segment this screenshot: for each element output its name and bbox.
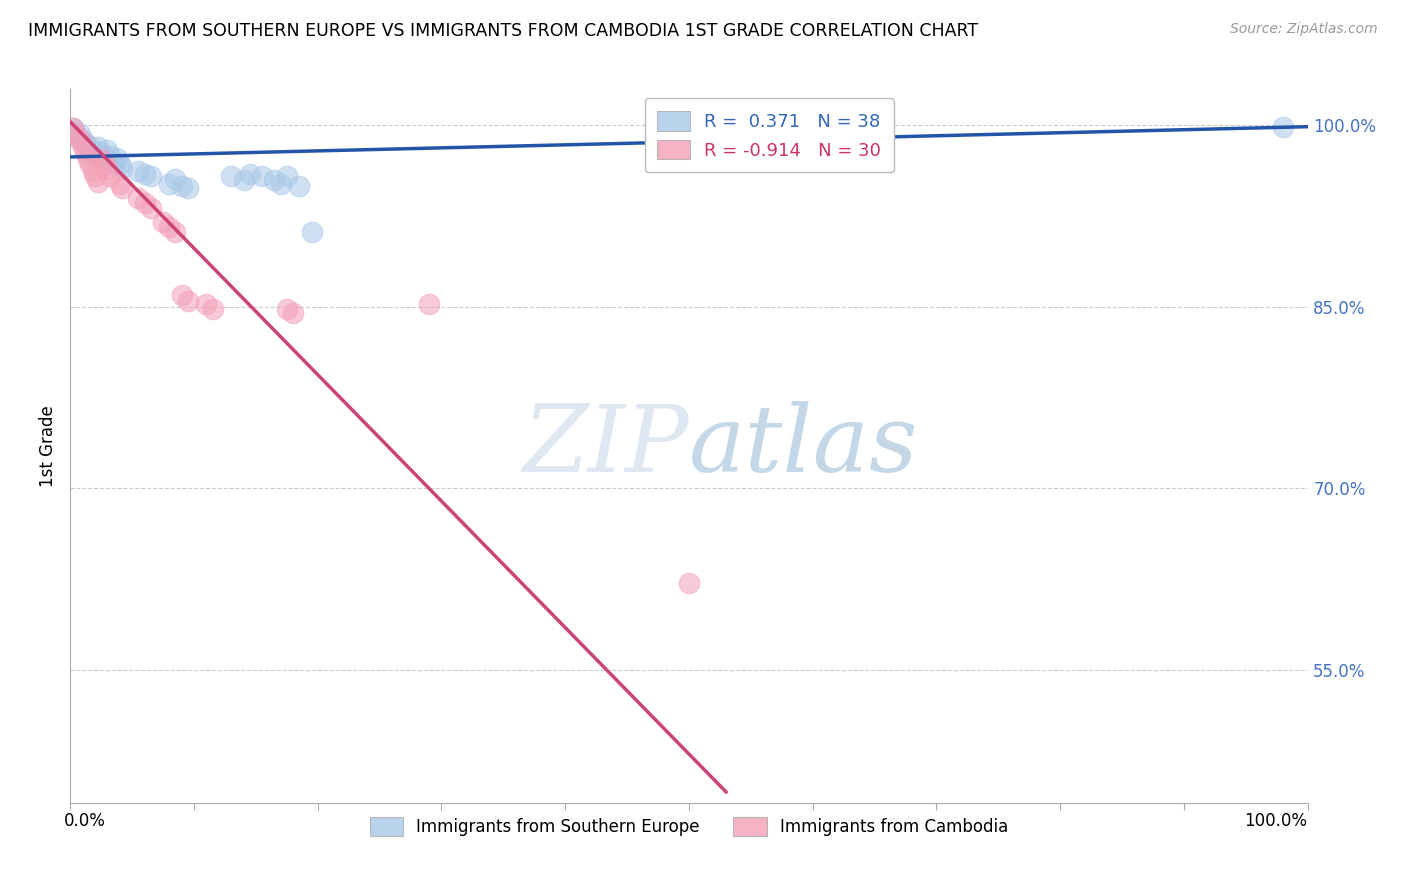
Point	[108, 177, 131, 191]
Point	[72, 139, 94, 153]
Point	[79, 157, 101, 171]
Point	[134, 167, 156, 181]
Point	[288, 178, 311, 193]
Point	[678, 575, 700, 590]
Point	[62, 120, 84, 135]
Point	[195, 297, 218, 311]
Point	[62, 120, 84, 135]
Point	[65, 124, 87, 138]
Point	[96, 161, 118, 176]
Point	[69, 133, 91, 147]
Point	[65, 128, 87, 143]
Point	[170, 288, 193, 302]
Point	[157, 177, 180, 191]
Point	[219, 169, 242, 184]
Text: atlas: atlas	[689, 401, 918, 491]
Point	[82, 145, 104, 160]
Point	[152, 215, 174, 229]
Point	[111, 181, 134, 195]
Point	[90, 153, 112, 167]
Point	[69, 127, 91, 141]
Point	[165, 225, 187, 239]
Text: 0.0%: 0.0%	[65, 813, 105, 830]
Point	[177, 181, 200, 195]
Point	[134, 195, 156, 210]
Point	[91, 149, 114, 163]
Point	[104, 157, 127, 171]
Point	[72, 133, 94, 147]
Point	[76, 153, 98, 167]
Point	[86, 175, 108, 189]
Point	[101, 154, 124, 169]
Point	[86, 140, 108, 154]
Text: 100.0%: 100.0%	[1244, 813, 1308, 830]
Text: IMMIGRANTS FROM SOUTHERN EUROPE VS IMMIGRANTS FROM CAMBODIA 1ST GRADE CORRELATIO: IMMIGRANTS FROM SOUTHERN EUROPE VS IMMIG…	[28, 22, 979, 40]
Point	[177, 293, 200, 308]
Point	[98, 149, 121, 163]
Point	[105, 151, 128, 165]
Point	[127, 191, 149, 205]
Point	[79, 139, 101, 153]
Point	[84, 169, 107, 184]
Point	[82, 164, 104, 178]
Point	[139, 201, 162, 215]
Point	[127, 164, 149, 178]
Point	[108, 157, 131, 171]
Point	[94, 153, 117, 167]
Point	[1271, 120, 1294, 134]
Text: Source: ZipAtlas.com: Source: ZipAtlas.com	[1230, 22, 1378, 37]
Point	[66, 130, 89, 145]
Text: ZIP: ZIP	[522, 401, 689, 491]
Point	[418, 297, 440, 311]
Point	[270, 177, 292, 191]
Point	[301, 225, 323, 239]
Legend: Immigrants from Southern Europe, Immigrants from Cambodia: Immigrants from Southern Europe, Immigra…	[361, 809, 1017, 845]
Point	[157, 220, 180, 235]
Point	[263, 173, 285, 187]
Point	[276, 169, 298, 184]
Point	[75, 145, 97, 160]
Point	[250, 169, 273, 184]
Point	[111, 161, 134, 175]
Point	[76, 143, 98, 157]
Point	[98, 169, 121, 184]
Point	[96, 143, 118, 157]
Point	[281, 306, 304, 320]
Point	[165, 171, 187, 186]
Point	[239, 167, 262, 181]
Point	[232, 173, 254, 187]
Point	[94, 157, 117, 171]
Point	[84, 149, 107, 163]
Point	[75, 136, 97, 151]
Point	[89, 145, 111, 160]
Point	[201, 302, 224, 317]
Point	[170, 178, 193, 193]
Point	[139, 169, 162, 184]
Point	[276, 302, 298, 317]
Y-axis label: 1st Grade: 1st Grade	[39, 405, 58, 487]
